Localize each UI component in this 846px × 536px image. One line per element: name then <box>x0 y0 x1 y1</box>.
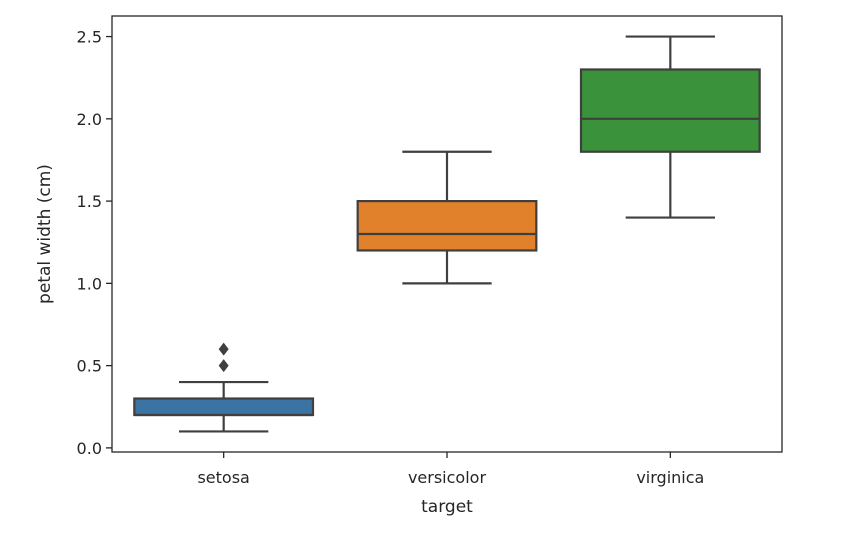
plot-frame <box>111 15 783 453</box>
boxes-layer <box>133 35 761 433</box>
y-tick-label: 1.5 <box>77 192 102 211</box>
y-axis: 0.0 0.5 1.0 1.5 2.0 2.5 <box>77 28 112 458</box>
outlier-point <box>218 342 229 356</box>
x-axis-label: target <box>421 497 473 517</box>
box-iqr <box>579 68 761 153</box>
box-setosa <box>133 342 315 433</box>
y-tick-label: 2.5 <box>77 28 102 47</box>
box-virginica <box>579 35 761 219</box>
box-iqr <box>133 397 315 417</box>
box-iqr <box>356 199 538 252</box>
x-tick-label: versicolor <box>408 468 486 487</box>
x-axis: setosa versicolor virginica <box>197 452 704 487</box>
x-tick-label: virginica <box>636 468 704 487</box>
y-axis-label: petal width (cm) <box>35 164 55 304</box>
outlier-point <box>218 359 229 373</box>
y-tick-label: 0.5 <box>77 357 102 376</box>
y-tick-label: 1.0 <box>77 274 102 293</box>
x-tick-label: setosa <box>197 468 249 487</box>
y-tick-label: 0.0 <box>77 439 102 458</box>
y-tick-label: 2.0 <box>77 110 102 129</box>
box-versicolor <box>356 150 538 285</box>
